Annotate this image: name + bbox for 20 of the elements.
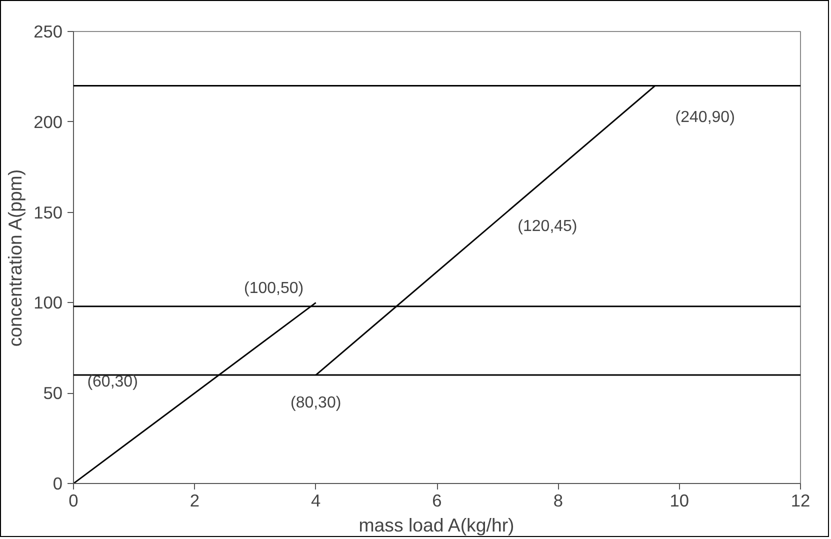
y-axis-title: concentration A(ppm) xyxy=(4,169,26,347)
annotation: (120,45) xyxy=(518,218,578,235)
annotation: (60,30) xyxy=(87,374,138,391)
x-tick-label: 4 xyxy=(311,490,322,510)
x-tick-label: 0 xyxy=(68,490,78,510)
annotation: (80,30) xyxy=(290,394,342,412)
x-tick-label: 12 xyxy=(790,490,810,510)
y-tick-label: 200 xyxy=(34,112,63,132)
annotation: (100,50) xyxy=(244,280,304,298)
y-tick-label: 150 xyxy=(34,202,63,222)
x-tick-label: 10 xyxy=(670,490,689,510)
x-tick-label: 2 xyxy=(190,490,200,510)
y-tick-label: 0 xyxy=(52,474,63,494)
x-tick-label: 6 xyxy=(432,490,442,510)
y-tick-label: 50 xyxy=(43,383,63,404)
x-tick-label: 8 xyxy=(553,490,563,510)
y-tick-label: 250 xyxy=(34,22,63,42)
x-axis-title: mass load A(kg/hr) xyxy=(358,514,514,536)
annotation: (240,90) xyxy=(675,109,735,126)
y-tick-label: 100 xyxy=(34,292,63,313)
